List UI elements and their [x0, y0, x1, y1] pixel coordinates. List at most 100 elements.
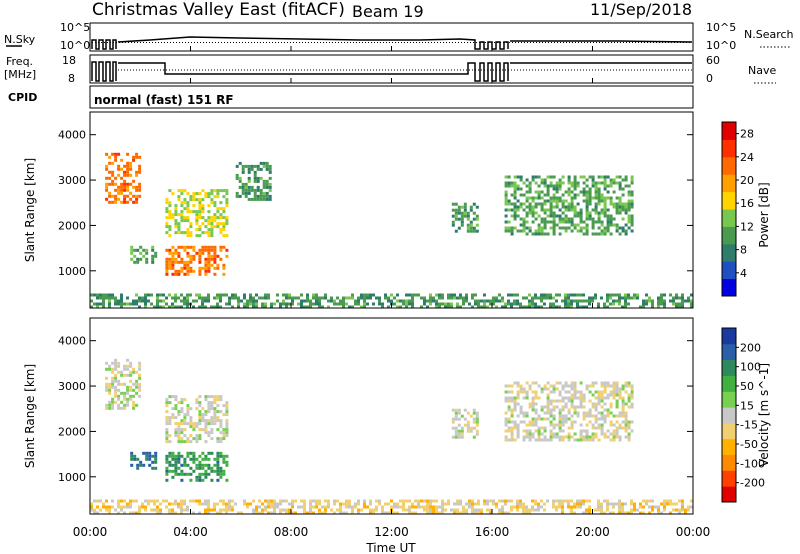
heatmap-cell	[441, 499, 444, 503]
heatmap-cell	[132, 388, 136, 392]
heatmap-cell	[516, 508, 519, 512]
heatmap-cell	[267, 502, 270, 506]
heatmap-cell	[510, 390, 514, 394]
heatmap-cell	[618, 423, 622, 427]
heatmap-cell	[138, 194, 142, 198]
heatmap-cell	[135, 185, 139, 189]
heatmap-cell	[660, 299, 663, 303]
heatmap-cell	[189, 425, 193, 429]
freq-tick-bottom: 8	[68, 72, 75, 85]
heatmap-cell	[504, 196, 508, 200]
heatmap-cell	[117, 502, 120, 506]
heatmap-cell	[570, 223, 574, 227]
heatmap-cell	[579, 381, 583, 385]
heatmap-cell	[351, 511, 354, 515]
heatmap-cell	[417, 502, 420, 506]
heatmap-cell	[273, 508, 276, 512]
heatmap-cell	[189, 407, 193, 411]
heatmap-cell	[180, 245, 184, 249]
heatmap-cell	[624, 502, 627, 506]
heatmap-cell	[609, 402, 613, 406]
heatmap-cell	[183, 299, 186, 303]
heatmap-cell	[237, 296, 240, 300]
heatmap-cell	[318, 499, 321, 503]
heatmap-cell	[171, 245, 175, 249]
heatmap-cell	[468, 302, 471, 306]
heatmap-cell	[216, 192, 220, 196]
heatmap-cell	[618, 199, 622, 203]
heatmap-cell	[609, 184, 613, 188]
velocity-colorbar-label: Velocity [m s^-1]	[757, 363, 771, 467]
heatmap-cell	[225, 434, 229, 438]
heatmap-cell	[123, 170, 127, 174]
heatmap-cell	[630, 429, 634, 433]
heatmap-cell	[256, 188, 260, 192]
heatmap-cell	[351, 293, 354, 297]
heatmap-cell	[456, 502, 459, 506]
heatmap-cell	[474, 511, 477, 515]
heatmap-cell	[186, 228, 190, 232]
heatmap-cell	[451, 214, 455, 218]
heatmap-cell	[262, 191, 266, 195]
heatmap-cell	[594, 402, 598, 406]
heatmap-cell	[189, 195, 193, 199]
heatmap-cell	[681, 296, 684, 300]
heatmap-cell	[552, 193, 556, 197]
heatmap-cell	[469, 229, 473, 233]
heatmap-cell	[210, 469, 214, 473]
heatmap-cell	[195, 407, 199, 411]
heatmap-cell	[558, 429, 562, 433]
heatmap-cell	[177, 460, 181, 464]
heatmap-cell	[627, 423, 631, 427]
heatmap-cell	[588, 384, 592, 388]
heatmap-cell	[525, 190, 529, 194]
heatmap-cell	[621, 414, 625, 418]
heatmap-cell	[543, 296, 546, 300]
heatmap-cell	[642, 505, 645, 509]
heatmap-cell	[285, 296, 288, 300]
heatmap-cell	[204, 305, 207, 309]
heatmap-cell	[219, 299, 222, 303]
heatmap-cell	[513, 423, 517, 427]
heatmap-cell	[624, 511, 627, 515]
heatmap-cell	[207, 260, 211, 264]
heatmap-cell	[120, 191, 124, 195]
heatmap-cell	[132, 403, 136, 407]
heatmap-cell	[588, 193, 592, 197]
heatmap-cell	[459, 296, 462, 300]
heatmap-cell	[108, 161, 112, 165]
heatmap-cell	[627, 399, 631, 403]
heatmap-cell	[327, 502, 330, 506]
heatmap-cell	[186, 201, 190, 205]
heatmap-cell	[528, 229, 532, 233]
heatmap-cell	[108, 505, 111, 509]
heatmap-cell	[198, 460, 202, 464]
heatmap-cell	[186, 216, 190, 220]
heatmap-cell	[225, 463, 229, 467]
heatmap-cell	[225, 428, 229, 432]
heatmap-cell	[588, 196, 592, 200]
heatmap-cell	[639, 505, 642, 509]
heatmap-cell	[549, 305, 552, 309]
heatmap-cell	[183, 416, 187, 420]
heatmap-cell	[225, 293, 228, 297]
heatmap-cell	[246, 502, 249, 506]
heatmap-cell	[552, 432, 556, 436]
heatmap-cell	[594, 190, 598, 194]
heatmap-cell	[225, 189, 229, 193]
heatmap-cell	[457, 432, 461, 436]
heatmap-cell	[627, 511, 630, 515]
heatmap-cell	[561, 175, 565, 179]
heatmap-cell	[594, 184, 598, 188]
heatmap-cell	[258, 505, 261, 509]
heatmap-cell	[253, 173, 257, 177]
heatmap-cell	[114, 200, 118, 204]
heatmap-cell	[567, 217, 571, 221]
heatmap-cell	[570, 181, 574, 185]
heatmap-cell	[531, 417, 535, 421]
heatmap-cell	[543, 417, 547, 421]
heatmap-cell	[268, 185, 272, 189]
heatmap-cell	[471, 505, 474, 509]
heatmap-cell	[492, 302, 495, 306]
heatmap-cell	[183, 248, 187, 252]
